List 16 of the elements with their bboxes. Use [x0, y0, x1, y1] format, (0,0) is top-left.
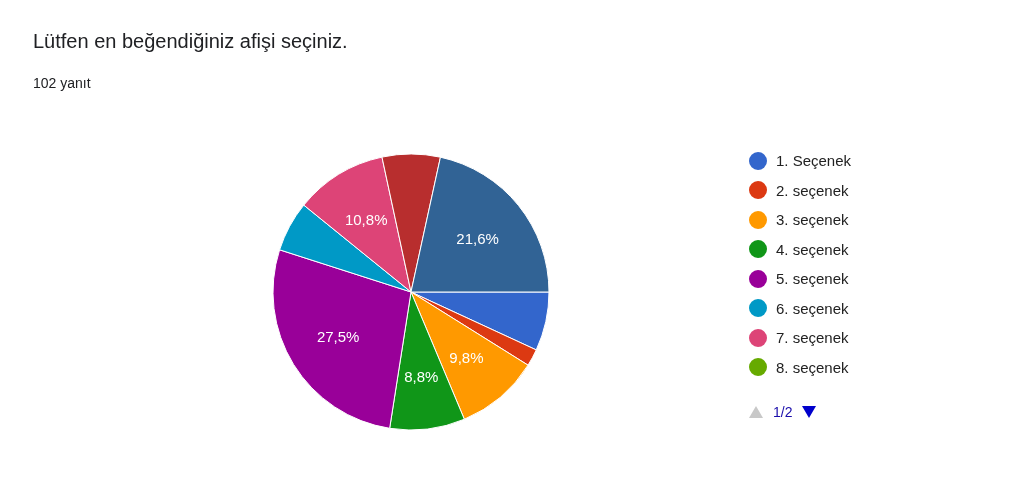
legend-label: 6. seçenek [776, 299, 849, 317]
legend-label: 7. seçenek [776, 329, 849, 347]
data-label: 21,6% [456, 229, 499, 247]
legend-label: 2. seçenek [776, 181, 849, 199]
legend-label: 8. seçenek [776, 358, 849, 376]
chart-title: Lütfen en beğendiğiniz afişi seçiniz. [33, 30, 348, 53]
legend-label: 1. Seçenek [776, 152, 852, 170]
legend-label: 5. seçenek [776, 270, 849, 288]
text: 102 yanıt [33, 75, 91, 91]
legend-label: 4. seçenek [776, 240, 849, 258]
legend-label: 3. seçenek [776, 211, 849, 229]
text: 1/2 [773, 404, 793, 420]
data-label: 27,5% [316, 328, 360, 346]
data-label: 8,8% [404, 368, 439, 386]
data-label: 9,8% [449, 348, 484, 366]
data-label: 10,8% [344, 210, 388, 228]
